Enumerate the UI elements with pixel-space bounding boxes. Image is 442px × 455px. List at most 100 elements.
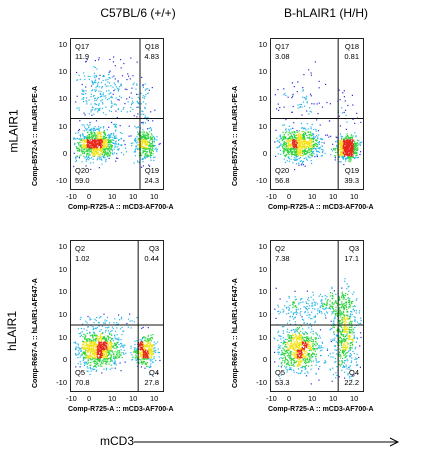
- event-dot: [87, 340, 89, 342]
- event-dot: [307, 142, 309, 144]
- event-dot: [146, 137, 148, 139]
- event-dot: [151, 356, 153, 358]
- event-dot: [315, 143, 317, 145]
- event-dot: [294, 144, 296, 146]
- event-dot: [79, 349, 81, 351]
- event-dot: [142, 123, 144, 125]
- event-dot: [98, 103, 100, 105]
- event-dot: [89, 142, 91, 144]
- event-dot: [303, 135, 305, 137]
- event-dot: [349, 151, 351, 153]
- event-dot: [100, 156, 102, 158]
- event-dot: [98, 109, 100, 111]
- event-dot: [126, 79, 128, 81]
- event-dot: [302, 164, 304, 166]
- event-dot: [145, 147, 148, 149]
- event-dot: [77, 346, 79, 348]
- event-dot: [114, 78, 116, 80]
- event-dot: [78, 353, 80, 355]
- event-dot: [109, 337, 111, 339]
- event-dot: [308, 143, 310, 146]
- event-dot: [95, 79, 97, 81]
- event-dot: [336, 330, 338, 332]
- event-dot: [97, 338, 99, 340]
- event-dot: [152, 344, 154, 346]
- event-dot: [142, 360, 145, 363]
- event-dot: [100, 143, 103, 145]
- event-dot: [342, 294, 344, 296]
- event-dot: [331, 150, 334, 152]
- event-dot: [333, 320, 335, 322]
- event-dot: [96, 352, 99, 354]
- event-dot: [278, 365, 280, 367]
- event-dot: [90, 364, 92, 366]
- event-dot: [112, 346, 114, 348]
- event-dot: [94, 129, 96, 131]
- event-dot: [304, 149, 306, 152]
- event-dot: [349, 365, 351, 367]
- event-dot: [86, 142, 89, 144]
- event-dot: [352, 144, 354, 146]
- event-dot: [145, 148, 147, 150]
- event-dot: [330, 305, 332, 308]
- event-dot: [121, 333, 123, 336]
- event-dot: [334, 316, 336, 318]
- event-dot: [81, 148, 83, 150]
- event-dot: [332, 326, 334, 328]
- event-dot: [354, 151, 356, 154]
- event-dot: [308, 137, 310, 139]
- event-dot: [78, 107, 80, 109]
- event-dot: [344, 154, 346, 156]
- event-dot: [351, 94, 353, 96]
- event-dot: [142, 150, 144, 152]
- event-dot: [332, 356, 334, 358]
- event-dot: [139, 349, 141, 351]
- event-dot: [288, 368, 290, 370]
- event-dot: [277, 103, 279, 105]
- event-dot: [77, 328, 79, 330]
- event-dot: [106, 129, 108, 131]
- event-dot: [302, 150, 304, 152]
- event-dot: [294, 168, 296, 171]
- event-dot: [335, 293, 337, 295]
- event-dot: [295, 298, 297, 300]
- event-dot: [86, 154, 88, 156]
- event-dot: [348, 322, 350, 324]
- event-dot: [300, 103, 302, 106]
- event-dot: [92, 342, 94, 344]
- event-dot: [143, 131, 145, 133]
- event-dot: [329, 353, 331, 355]
- event-dot: [351, 137, 354, 139]
- scatter-plot-panel-2: Q17 3.08 Q18 0.81 Q19 39.3 Q20 56.8: [270, 38, 364, 190]
- event-dot: [345, 158, 347, 160]
- event-dot: [330, 328, 332, 330]
- event-dot: [113, 152, 115, 154]
- event-dot: [78, 138, 80, 140]
- event-dot: [142, 152, 144, 154]
- event-dot: [93, 155, 96, 157]
- event-dot: [92, 83, 94, 85]
- event-dot: [341, 342, 343, 344]
- event-dot: [76, 95, 78, 97]
- event-dot: [323, 302, 325, 304]
- event-dot: [146, 141, 148, 143]
- event-dot: [144, 107, 146, 109]
- event-dot: [90, 109, 92, 111]
- event-dot: [86, 348, 88, 350]
- event-dot: [152, 144, 154, 146]
- event-dot: [293, 122, 295, 124]
- event-dot: [293, 302, 295, 304]
- event-dot: [299, 139, 301, 141]
- event-dot: [140, 362, 142, 364]
- event-dot: [294, 145, 296, 147]
- event-dot: [309, 110, 311, 112]
- event-dot: [106, 320, 108, 322]
- event-dot: [279, 134, 281, 136]
- event-dot: [142, 349, 144, 351]
- event-dot: [319, 293, 322, 296]
- event-dot: [308, 140, 310, 142]
- event-dot: [135, 127, 137, 129]
- event-dot: [293, 369, 295, 371]
- event-dot: [83, 151, 85, 153]
- event-dot: [96, 148, 98, 150]
